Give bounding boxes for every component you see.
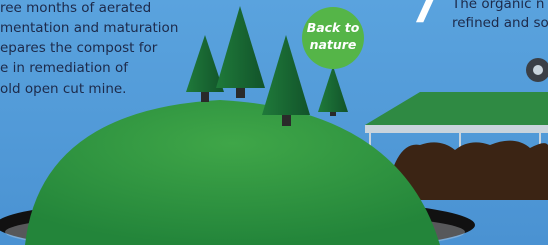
step-text: The organic n	[451, 0, 544, 12]
badge-text: Back to	[307, 20, 360, 35]
body-text: e in remediation of	[0, 60, 129, 76]
body-text: ree months of aerated	[0, 0, 151, 16]
body-text: old open cut mine.	[0, 81, 126, 97]
infographic: Back to nature ree months of aerated men…	[0, 0, 548, 245]
step-text: refined and so	[452, 15, 548, 31]
badge-text: nature	[310, 37, 357, 52]
body-text: epares the compost for	[0, 40, 158, 56]
step-number: 7	[410, 0, 438, 32]
body-text: mentation and maturation	[0, 20, 178, 36]
